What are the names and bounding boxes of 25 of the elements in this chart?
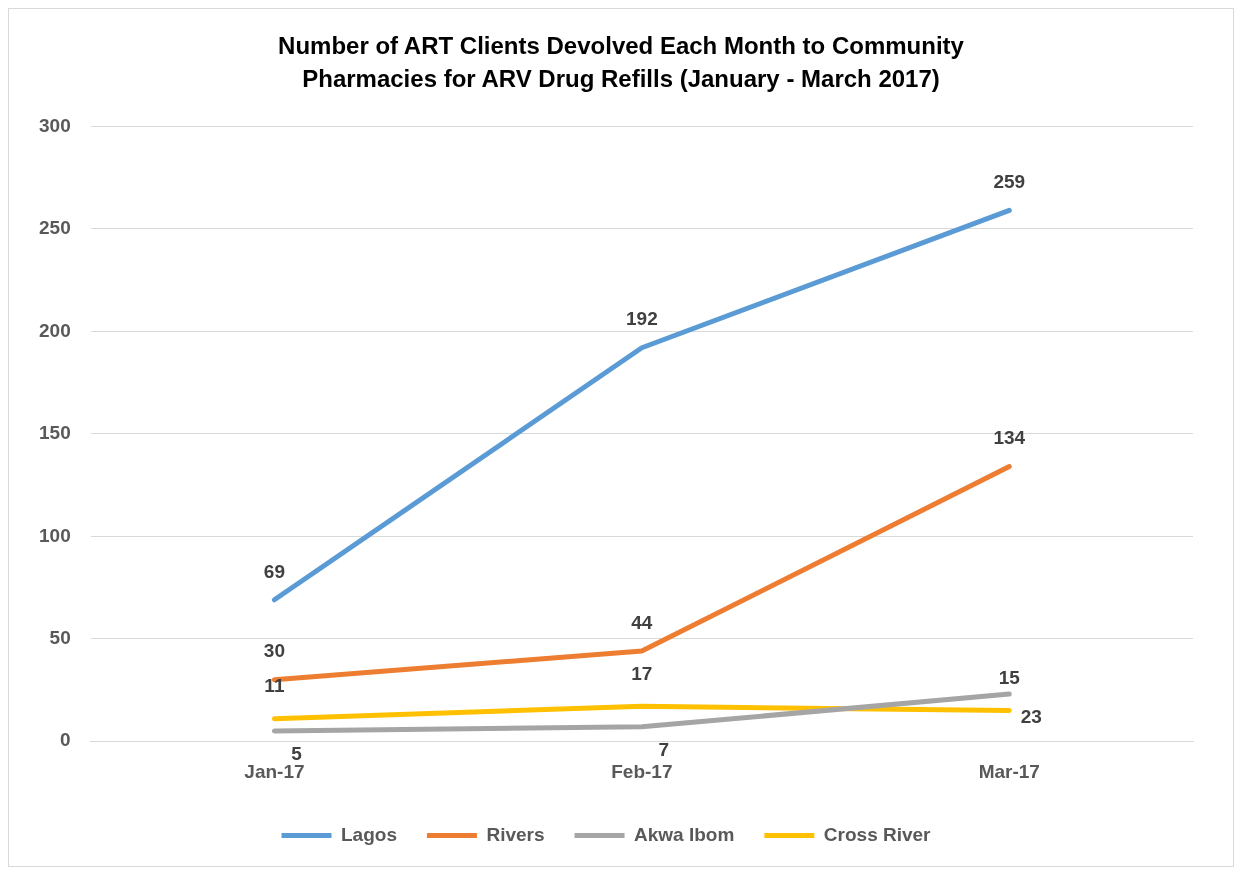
data-label: 17: [631, 663, 653, 685]
data-label: 259: [993, 171, 1026, 193]
legend-label: Rivers: [486, 823, 545, 845]
legend-label: Akwa Ibom: [634, 823, 735, 845]
data-label: 11: [264, 675, 285, 697]
y-tick-label: 0: [60, 729, 71, 751]
x-tick-label: Feb-17: [611, 760, 673, 782]
y-tick-label: 250: [39, 217, 71, 239]
chart-title: Number of ART Clients Devolved Each Month to Community Pharmacies for ARV Drug Refills (January - March 2017): [277, 31, 965, 94]
y-tick-label: 150: [39, 422, 71, 444]
y-tick-label: 300: [39, 114, 71, 136]
y-tick-label: 100: [39, 524, 71, 546]
y-tick-label: 200: [39, 319, 71, 341]
data-label: 23: [1020, 706, 1042, 728]
x-tick-label: Mar-17: [978, 760, 1040, 782]
legend-label: Lagos: [341, 823, 397, 845]
data-label: 7: [658, 739, 670, 761]
data-label: 30: [263, 640, 285, 662]
data-label: 134: [993, 427, 1026, 449]
data-label: 15: [998, 667, 1021, 689]
legend-label: Cross River: [823, 823, 932, 845]
data-label: 192: [626, 308, 658, 330]
data-label: 44: [631, 611, 653, 633]
data-label: 69: [263, 560, 285, 582]
y-tick-label: 50: [49, 626, 71, 648]
